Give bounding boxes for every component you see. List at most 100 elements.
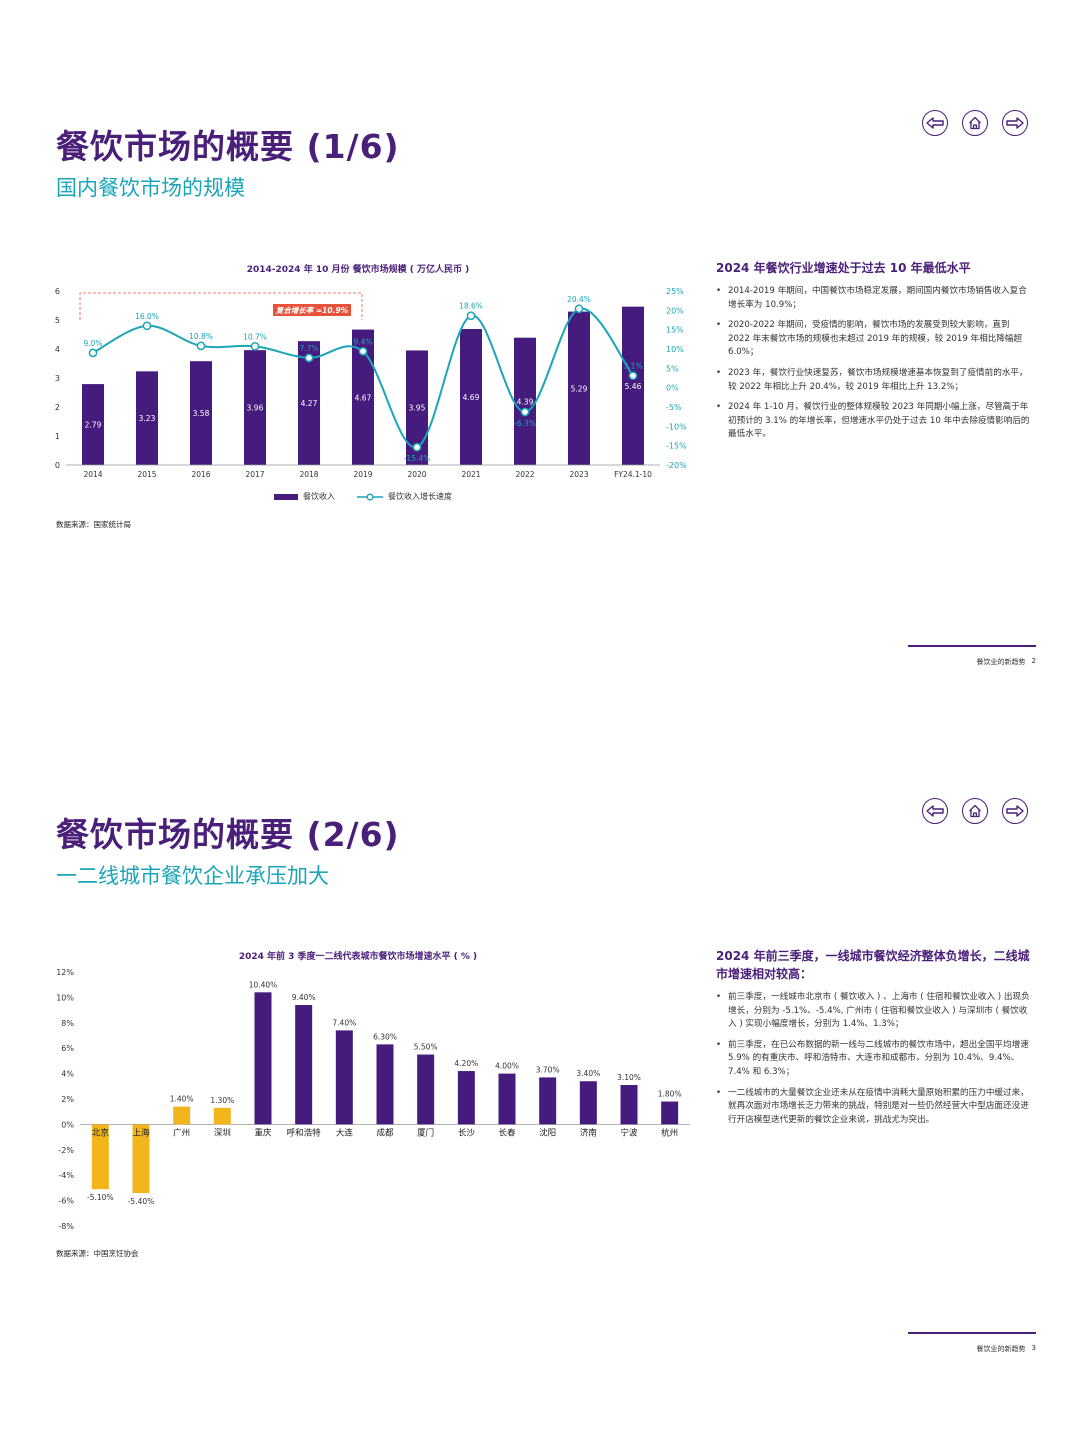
city-label: 济南: [580, 1127, 597, 1138]
bar: [244, 350, 266, 465]
legend-bar-label: 餐饮收入: [303, 492, 335, 501]
city-label: 成都: [376, 1127, 394, 1138]
legend-bar-swatch: [274, 493, 298, 500]
footer-rule: [908, 1332, 1036, 1334]
bar: [295, 1005, 313, 1125]
city-label: 厦门: [417, 1127, 434, 1138]
growth-point: [628, 371, 638, 381]
bar: [661, 1101, 679, 1125]
growth-point: [466, 311, 476, 321]
legend-line-swatch: [357, 493, 383, 500]
cagr-label: 复合增长率 =10.9%: [275, 306, 349, 315]
bar: [579, 1081, 597, 1125]
y-tick-label: 10%: [56, 993, 74, 1002]
city-label: 重庆: [254, 1127, 272, 1138]
y-tick-label: 3: [55, 374, 60, 383]
bar: [173, 1106, 191, 1125]
bar: [417, 1054, 435, 1125]
bar: [620, 1085, 638, 1125]
bar-value-label: -5.10%: [87, 1193, 114, 1202]
city-growth-chart: -8% -6% -4% -2% 0% 2% 4% 6% 8% 10% 12% -5.10% 北京 -5.…: [56, 968, 690, 1231]
y-tick-label: 12%: [56, 968, 74, 977]
y-tick-label: 1: [55, 432, 60, 441]
home-button[interactable]: [962, 110, 988, 136]
bar-value-label: 5.29: [571, 384, 588, 393]
bar-value-label: 1.40%: [170, 1095, 194, 1104]
bar-value-label: 6.30%: [373, 1032, 397, 1041]
growth-value-label: 16.0%: [135, 312, 159, 321]
bar: [457, 1071, 475, 1125]
bar: [352, 329, 374, 465]
bar: [213, 1107, 231, 1125]
nav-buttons: [922, 798, 1028, 824]
city-label: 广州: [173, 1127, 190, 1138]
y-tick-label: 5: [55, 316, 60, 325]
y2-tick-label: -10%: [666, 422, 687, 431]
growth-value-label: 10.8%: [189, 332, 213, 341]
x-tick-label: 2015: [137, 470, 156, 479]
y2-tick-label: 0%: [666, 384, 679, 393]
y-tick-label: 0%: [61, 1120, 74, 1129]
bar-value-label: 5.50%: [414, 1043, 438, 1052]
footer: 餐饮业的新趋势 2: [977, 657, 1036, 667]
bar: [91, 1124, 109, 1190]
footer: 餐饮业的新趋势 3: [977, 1344, 1036, 1354]
y-tick-label: 6: [55, 287, 60, 296]
x-tick-label: 2020: [407, 470, 426, 479]
home-icon: [969, 804, 981, 818]
growth-point: [142, 321, 152, 331]
footer-title: 餐饮业的新趋势: [976, 658, 1026, 666]
y-tick-label: 2%: [61, 1095, 74, 1104]
city-label: 长沙: [458, 1127, 476, 1138]
x-tick-label: 2019: [353, 470, 372, 479]
insight-heading: 2024 年前三季度，一线城市餐饮经济整体负增长，二线城市增速相对较高：: [716, 949, 1030, 981]
page-number: 3: [1031, 1344, 1036, 1352]
bar-value-label: 3.70%: [536, 1065, 560, 1074]
growth-value-label: 10.7%: [243, 332, 267, 341]
y-tick-label: 4: [55, 345, 60, 354]
bar-value-label: 3.58: [193, 409, 210, 418]
page-subtitle: 国内餐饮市场的规模: [56, 176, 245, 200]
city-label: 杭州: [661, 1127, 678, 1138]
prev-button[interactable]: [922, 110, 948, 136]
next-button[interactable]: [1002, 110, 1028, 136]
x-tick-label: 2021: [461, 470, 480, 479]
growth-value-label: 18.6%: [459, 302, 483, 311]
y-tick-label: 0: [55, 461, 60, 470]
y-tick-label: 4%: [61, 1070, 74, 1079]
data-source: 数据来源：中国烹饪协会: [56, 1249, 139, 1258]
city-label: 长春: [498, 1127, 516, 1138]
footer-rule: [908, 645, 1036, 647]
nav-buttons: [922, 110, 1028, 136]
legend-line-item: 餐饮收入增长速度: [357, 491, 452, 502]
growth-point: [574, 304, 584, 314]
bar: [539, 1077, 557, 1125]
legend-bar-item: 餐饮收入: [274, 491, 335, 502]
bar: [568, 311, 590, 465]
home-icon: [969, 116, 981, 130]
bar: [376, 1044, 394, 1125]
prev-button[interactable]: [922, 798, 948, 824]
footer-title: 餐饮业的新趋势: [976, 1345, 1026, 1353]
growth-value-label: -6.3%: [514, 419, 536, 428]
bar: [136, 371, 158, 465]
city-label: 深圳: [214, 1127, 231, 1138]
y-tick-label: -6%: [58, 1197, 74, 1206]
bar: [498, 1073, 516, 1125]
insight-bullet: 2024 年 1-10 月，餐饮行业的整体规模较 2023 年同期小幅上涨，尽管…: [716, 401, 1034, 442]
home-button[interactable]: [962, 798, 988, 824]
growth-value-label: 3.1%: [623, 362, 642, 371]
bar-value-label: 2.79: [85, 421, 102, 430]
insight-bullet: 2023 年，餐饮行业快速复苏，餐饮市场规模增速基本恢复到了疫情前的水平，较 2…: [716, 367, 1034, 394]
bar: [190, 361, 212, 465]
bar: [132, 1124, 150, 1193]
growth-point: [304, 353, 314, 363]
y-tick-label: 2: [55, 403, 60, 412]
x-tick-label: 2023: [569, 470, 588, 479]
arrow-right-icon: [1006, 117, 1024, 129]
insight-bullet: 前三季度，一线城市北京市 ( 餐饮收入 ) 、上海市 ( 住宿和餐饮业收入 ) …: [716, 991, 1034, 1032]
next-button[interactable]: [1002, 798, 1028, 824]
bar-value-label: 3.23: [139, 414, 156, 423]
bar-value-label: 3.10%: [617, 1073, 641, 1082]
bar: [406, 350, 428, 465]
